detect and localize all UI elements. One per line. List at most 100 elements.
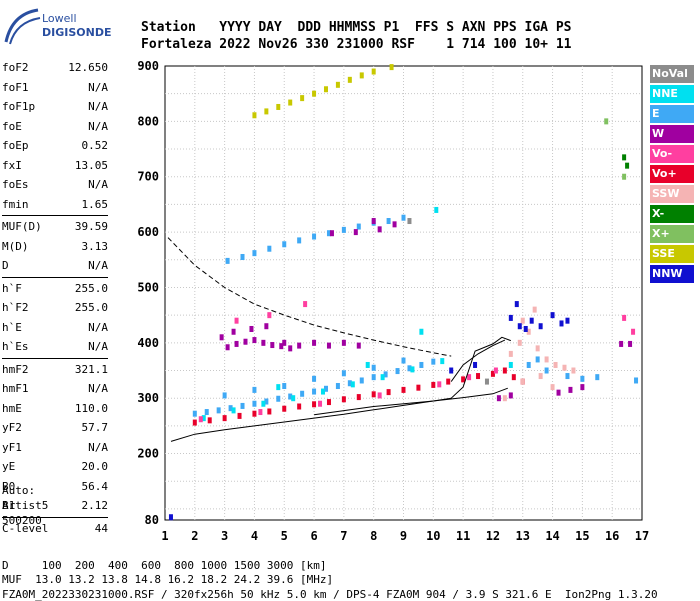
echo-point-vo- xyxy=(282,405,287,412)
param-value: 110.0 xyxy=(74,401,108,415)
echo-point-vo- xyxy=(461,376,466,383)
param-name: M(D) xyxy=(2,239,29,253)
echo-point-w xyxy=(329,230,334,237)
param-row: h`E N/A xyxy=(2,318,108,338)
echo-point-nnw xyxy=(529,317,534,324)
param-name: h`F xyxy=(2,281,22,295)
echo-point-vo- xyxy=(511,374,516,381)
echo-point-vo- xyxy=(493,367,498,374)
echo-point-ssw xyxy=(526,328,531,335)
auto-line3: 500200 xyxy=(2,514,42,527)
param-name: hmF1 xyxy=(2,382,29,395)
echo-point-nne xyxy=(434,206,439,213)
echo-point-w xyxy=(619,340,624,347)
param-value: N/A xyxy=(88,440,108,454)
echo-point-nnw xyxy=(523,325,528,332)
param-value: N/A xyxy=(88,320,108,334)
header-row-labels: Station YYYY DAY DDD HHMMSS P1 FFS S AXN… xyxy=(141,20,572,35)
echo-point-vo- xyxy=(303,301,308,308)
echo-point-vo- xyxy=(377,392,382,399)
param-value: N/A xyxy=(88,119,108,133)
echo-point-vo- xyxy=(207,417,212,424)
echo-point-vo- xyxy=(258,409,263,416)
echo-point-w xyxy=(580,384,585,391)
echo-point-vo- xyxy=(252,410,257,417)
profile-trace-line xyxy=(167,237,452,357)
echo-point-vo- xyxy=(192,419,197,426)
echo-point-nne xyxy=(291,395,296,402)
echo-point-e xyxy=(386,218,391,225)
y-tick-label: 400 xyxy=(137,336,159,350)
echo-point-vo- xyxy=(431,381,436,388)
param-name: D xyxy=(2,259,9,272)
echo-point-x- xyxy=(604,118,609,125)
param-row: foF2 12.650 xyxy=(2,58,108,78)
x-tick-label: 15 xyxy=(575,529,589,543)
echo-point-e xyxy=(252,400,257,407)
footer-file-info: FZA0M_2022330231000.RSF / 320fx256h 50 k… xyxy=(2,588,658,601)
echo-point-vo- xyxy=(371,391,376,398)
x-tick-label: 14 xyxy=(545,529,559,543)
echo-point-nnw xyxy=(514,301,519,308)
echo-point-sse xyxy=(371,68,376,75)
echo-point-nne xyxy=(380,374,385,381)
logo-emblem-icon xyxy=(4,8,41,45)
param-name: fmin xyxy=(2,197,29,211)
echo-point-e xyxy=(395,368,400,375)
echo-point-vo- xyxy=(234,317,239,324)
echo-point-w xyxy=(279,343,284,350)
x-tick-label: 7 xyxy=(340,529,347,543)
param-value: 255.0 xyxy=(74,281,108,295)
echo-point-e xyxy=(312,388,317,395)
echo-point-e xyxy=(288,393,293,400)
param-name: MUF(D) xyxy=(2,220,42,233)
param-row: foE N/A xyxy=(2,117,108,137)
y-tick-label: 200 xyxy=(137,447,159,461)
echo-point-e xyxy=(228,405,233,412)
param-value: 3.13 xyxy=(81,239,109,253)
echo-point-vo- xyxy=(386,389,391,396)
param-separator xyxy=(2,516,108,518)
legend-item-nne: NNE xyxy=(650,85,694,103)
param-name: foEs xyxy=(2,178,29,191)
echo-point-vo- xyxy=(490,370,495,377)
auto-line1: Auto: xyxy=(2,484,36,497)
echo-point-w xyxy=(312,339,317,346)
echo-point-ssw xyxy=(520,378,525,385)
x-tick-label: 11 xyxy=(456,529,470,543)
param-value: 12.650 xyxy=(68,61,108,74)
echo-point-w xyxy=(243,338,248,345)
y-tick-label: 800 xyxy=(137,114,159,128)
echo-point-e xyxy=(383,371,388,378)
param-value: N/A xyxy=(88,340,108,353)
footer-muf-row: MUF 13.0 13.2 13.8 14.8 16.2 18.2 24.2 3… xyxy=(2,573,334,586)
echo-point-e xyxy=(267,245,272,252)
param-name: foF1p xyxy=(2,100,36,113)
echo-point-e xyxy=(312,375,317,382)
echo-point-sse xyxy=(389,64,394,71)
echo-point-vo- xyxy=(326,399,331,406)
legend-item-e: E xyxy=(650,105,694,123)
echo-point-ssw xyxy=(520,317,525,324)
echo-point-e xyxy=(634,377,639,384)
echo-point-w xyxy=(261,339,266,346)
param-name: foF2 xyxy=(2,61,29,74)
echo-point-noval xyxy=(407,218,412,225)
echo-point-e xyxy=(204,409,209,416)
legend: NoVal NNE E W Vo- Vo+ SSW X- X+ SSE NNW xyxy=(650,65,694,285)
echo-point-e xyxy=(535,356,540,363)
logo-line2: DIGISONDE xyxy=(42,26,112,39)
logo-line1: Lowell xyxy=(42,12,77,25)
profile-trace-line xyxy=(450,339,506,382)
auto-line2: Artist5 xyxy=(2,499,49,512)
echo-point-vo- xyxy=(297,403,302,410)
echo-point-vo- xyxy=(341,396,346,403)
echo-point-e xyxy=(595,374,600,381)
echo-point-vo- xyxy=(356,394,361,401)
echo-point-vo- xyxy=(476,373,481,380)
param-value: N/A xyxy=(88,178,108,191)
echo-point-w xyxy=(282,339,287,346)
auto-scaling-info: Auto: Artist5 500200 xyxy=(2,483,48,528)
param-row: yF2 57.7 xyxy=(2,418,108,438)
echo-point-e xyxy=(225,257,230,264)
